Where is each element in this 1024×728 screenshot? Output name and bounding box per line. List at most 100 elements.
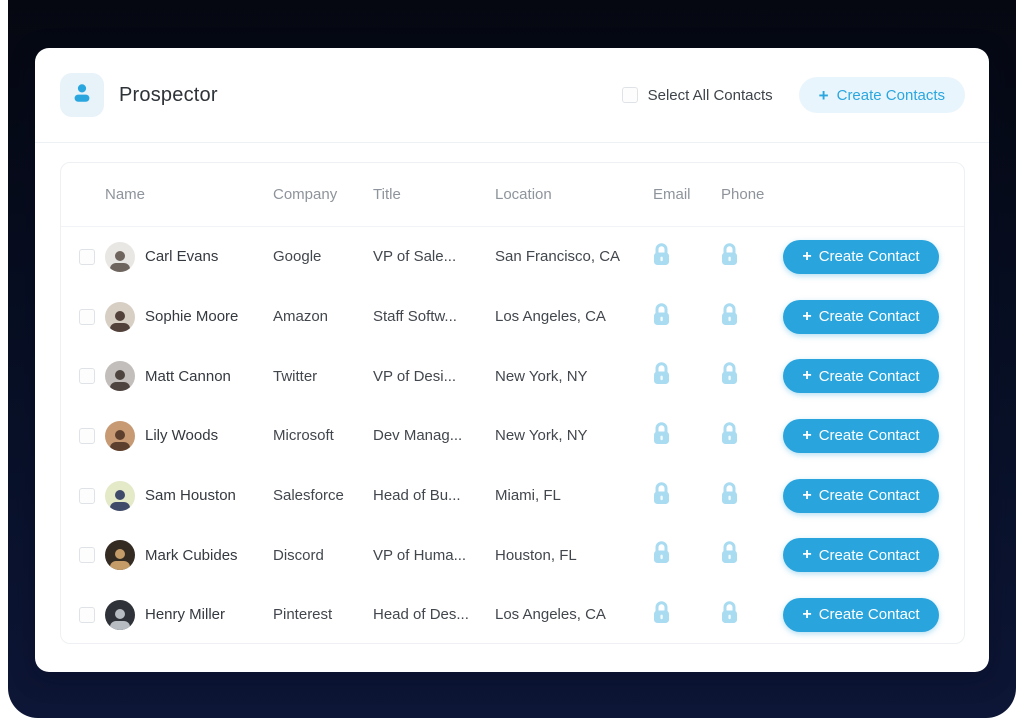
contact-name: Sam Houston (145, 487, 236, 505)
row-checkbox[interactable] (79, 308, 95, 325)
row-checkbox[interactable] (79, 368, 95, 385)
contact-name: Lily Woods (145, 427, 219, 445)
plus-icon: + (818, 85, 829, 105)
panel-header: Prospector Select All Contacts + Create … (35, 48, 989, 143)
plus-icon: + (802, 426, 812, 444)
create-contact-button[interactable]: + Create Contact (783, 239, 939, 274)
contact-location: Miami, FL (495, 487, 561, 505)
row-checkbox[interactable] (79, 606, 95, 623)
column-header-location: Location (495, 186, 552, 203)
plus-icon: + (802, 247, 812, 265)
contact-company: Pinterest (273, 606, 333, 624)
row-checkbox[interactable] (79, 427, 95, 444)
table-row: Mark Cubides Discord VP of Huma... Houst… (61, 525, 964, 585)
create-contact-label: Create Contact (818, 248, 920, 266)
create-contacts-label: Create Contacts (836, 86, 945, 104)
contact-title: Head of Des... (373, 606, 469, 624)
email-lock-icon[interactable] (647, 421, 715, 451)
user-icon (70, 81, 94, 110)
create-contact-button[interactable]: + Create Contact (783, 597, 939, 632)
email-lock-icon[interactable] (647, 302, 715, 332)
column-header-email: Email (653, 186, 691, 203)
contacts-table: Name Company Title Location Email Phone … (60, 162, 965, 644)
contact-title: Head of Bu... (373, 487, 461, 505)
contact-name: Henry Miller (145, 606, 226, 624)
create-contacts-button[interactable]: + Create Contacts (798, 77, 965, 113)
column-header-company: Company (273, 186, 338, 203)
contact-name: Sophie Moore (145, 308, 239, 326)
create-contact-label: Create Contact (818, 606, 920, 624)
contact-company: Discord (273, 546, 324, 564)
table-row: Henry Miller Pinterest Head of Des... Lo… (61, 585, 964, 643)
app-badge (60, 73, 104, 117)
phone-lock-icon[interactable] (715, 361, 781, 391)
table-row: Sam Houston Salesforce Head of Bu... Mia… (61, 466, 964, 526)
column-header-phone: Phone (721, 186, 765, 203)
select-all-label: Select All Contacts (647, 86, 773, 104)
contact-location: Los Angeles, CA (495, 606, 606, 624)
contact-location: New York, NY (495, 427, 588, 445)
contact-company: Google (273, 248, 322, 266)
create-contact-label: Create Contact (818, 546, 920, 564)
contact-name: Carl Evans (145, 248, 219, 266)
avatar (105, 241, 135, 272)
row-checkbox[interactable] (79, 547, 95, 564)
avatar (105, 599, 135, 630)
row-checkbox[interactable] (79, 487, 95, 504)
create-contact-button[interactable]: + Create Contact (783, 299, 939, 334)
contact-title: VP of Desi... (373, 367, 457, 385)
email-lock-icon[interactable] (647, 361, 715, 391)
phone-lock-icon[interactable] (715, 302, 781, 332)
phone-lock-icon[interactable] (715, 421, 781, 451)
row-checkbox[interactable] (79, 248, 95, 265)
create-contact-button[interactable]: + Create Contact (783, 478, 939, 513)
create-contact-label: Create Contact (818, 308, 920, 326)
contact-company: Amazon (273, 308, 329, 326)
avatar (105, 301, 135, 332)
create-contact-label: Create Contact (818, 427, 920, 445)
create-contact-label: Create Contact (818, 487, 920, 505)
select-all-contacts[interactable]: Select All Contacts (621, 86, 773, 104)
contact-company: Microsoft (273, 427, 334, 445)
column-header-title: Title (373, 186, 401, 203)
create-contact-button[interactable]: + Create Contact (783, 418, 939, 453)
column-header-name: Name (105, 186, 146, 203)
email-lock-icon[interactable] (647, 600, 715, 630)
table-row: Matt Cannon Twitter VP of Desi... New Yo… (61, 346, 964, 406)
table-header-row: Name Company Title Location Email Phone (61, 163, 964, 227)
table-row: Sophie Moore Amazon Staff Softw... Los A… (61, 287, 964, 347)
plus-icon: + (802, 605, 812, 623)
table-body: Carl Evans Google VP of Sale... San Fran… (61, 227, 964, 643)
phone-lock-icon[interactable] (715, 242, 781, 272)
email-lock-icon[interactable] (647, 242, 715, 272)
contact-title: VP of Huma... (373, 546, 467, 564)
contact-name: Mark Cubides (145, 546, 238, 564)
contact-location: New York, NY (495, 367, 588, 385)
phone-lock-icon[interactable] (715, 600, 781, 630)
phone-lock-icon[interactable] (715, 540, 781, 570)
select-all-checkbox[interactable] (621, 87, 638, 103)
email-lock-icon[interactable] (647, 481, 715, 511)
plus-icon: + (802, 546, 812, 564)
plus-icon: + (802, 307, 812, 325)
avatar (105, 420, 135, 451)
create-contact-label: Create Contact (818, 367, 920, 385)
table-row: Lily Woods Microsoft Dev Manag... New Yo… (61, 406, 964, 466)
contact-name: Matt Cannon (145, 367, 231, 385)
contact-title: Dev Manag... (373, 427, 463, 445)
avatar (105, 540, 135, 571)
avatar (105, 361, 135, 392)
create-contact-button[interactable]: + Create Contact (783, 359, 939, 394)
plus-icon: + (802, 367, 812, 385)
contact-company: Twitter (273, 367, 318, 385)
plus-icon: + (802, 486, 812, 504)
page-title: Prospector (119, 83, 218, 106)
table-row: Carl Evans Google VP of Sale... San Fran… (61, 227, 964, 287)
phone-lock-icon[interactable] (715, 481, 781, 511)
contact-title: VP of Sale... (373, 248, 457, 266)
header-actions: Select All Contacts + Create Contacts (621, 77, 965, 113)
email-lock-icon[interactable] (647, 540, 715, 570)
contact-location: Los Angeles, CA (495, 308, 606, 326)
create-contact-button[interactable]: + Create Contact (783, 538, 939, 573)
contact-company: Salesforce (273, 487, 344, 505)
